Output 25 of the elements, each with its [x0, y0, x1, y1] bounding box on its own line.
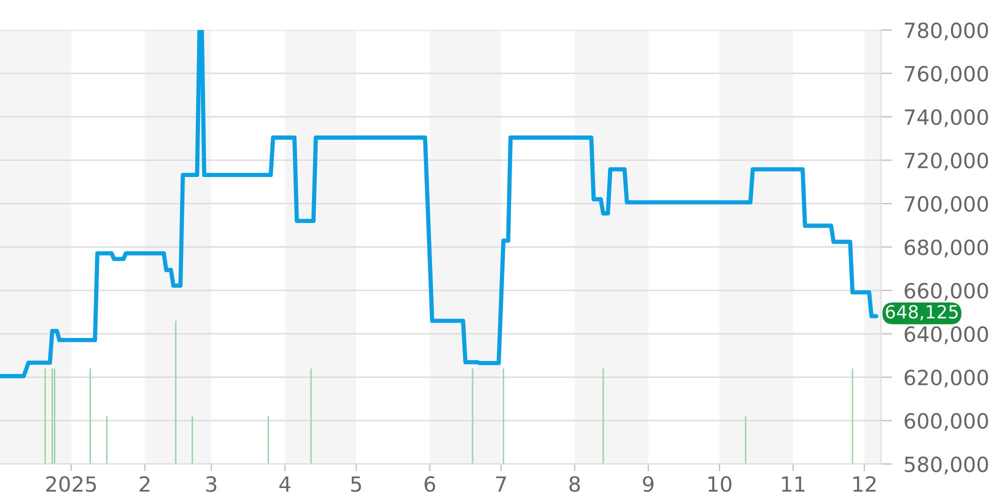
- annotation: 648,125: [886, 304, 958, 320]
- x-tick-label: 2025: [46, 476, 96, 492]
- y-tick-label: 680,000: [904, 239, 988, 258]
- x-tick-label: 8: [569, 476, 580, 492]
- x-tick-label: 2: [140, 476, 150, 492]
- y-tick-label: 600,000: [904, 413, 988, 431]
- y-tick-label: 700,000: [904, 196, 988, 214]
- y-tick-label: 780,000: [904, 22, 988, 40]
- y-tick-label: 640,000: [904, 326, 988, 344]
- y-tick-label: 720,000: [904, 152, 988, 171]
- y-tick-label: 660,000: [904, 282, 988, 301]
- y-tick-label: 740,000: [904, 109, 988, 128]
- y-tick-label: 620,000: [904, 370, 988, 388]
- y-tick-label: 580,000: [904, 456, 988, 474]
- line-series: [0, 30, 878, 378]
- x-tick-label: 11: [782, 476, 804, 492]
- x-tick-label: 10: [708, 476, 732, 492]
- y-tick-label: 760,000: [904, 66, 988, 84]
- x-tick-label: 4: [279, 476, 290, 492]
- x-tick-label: 6: [424, 476, 436, 492]
- x-tick-label: 12: [853, 476, 876, 492]
- x-tick-label: 3: [206, 476, 216, 492]
- x-tick-label: 9: [642, 476, 654, 492]
- x-tick-label: 5: [351, 476, 362, 492]
- x-tick-label: 7: [496, 476, 506, 492]
